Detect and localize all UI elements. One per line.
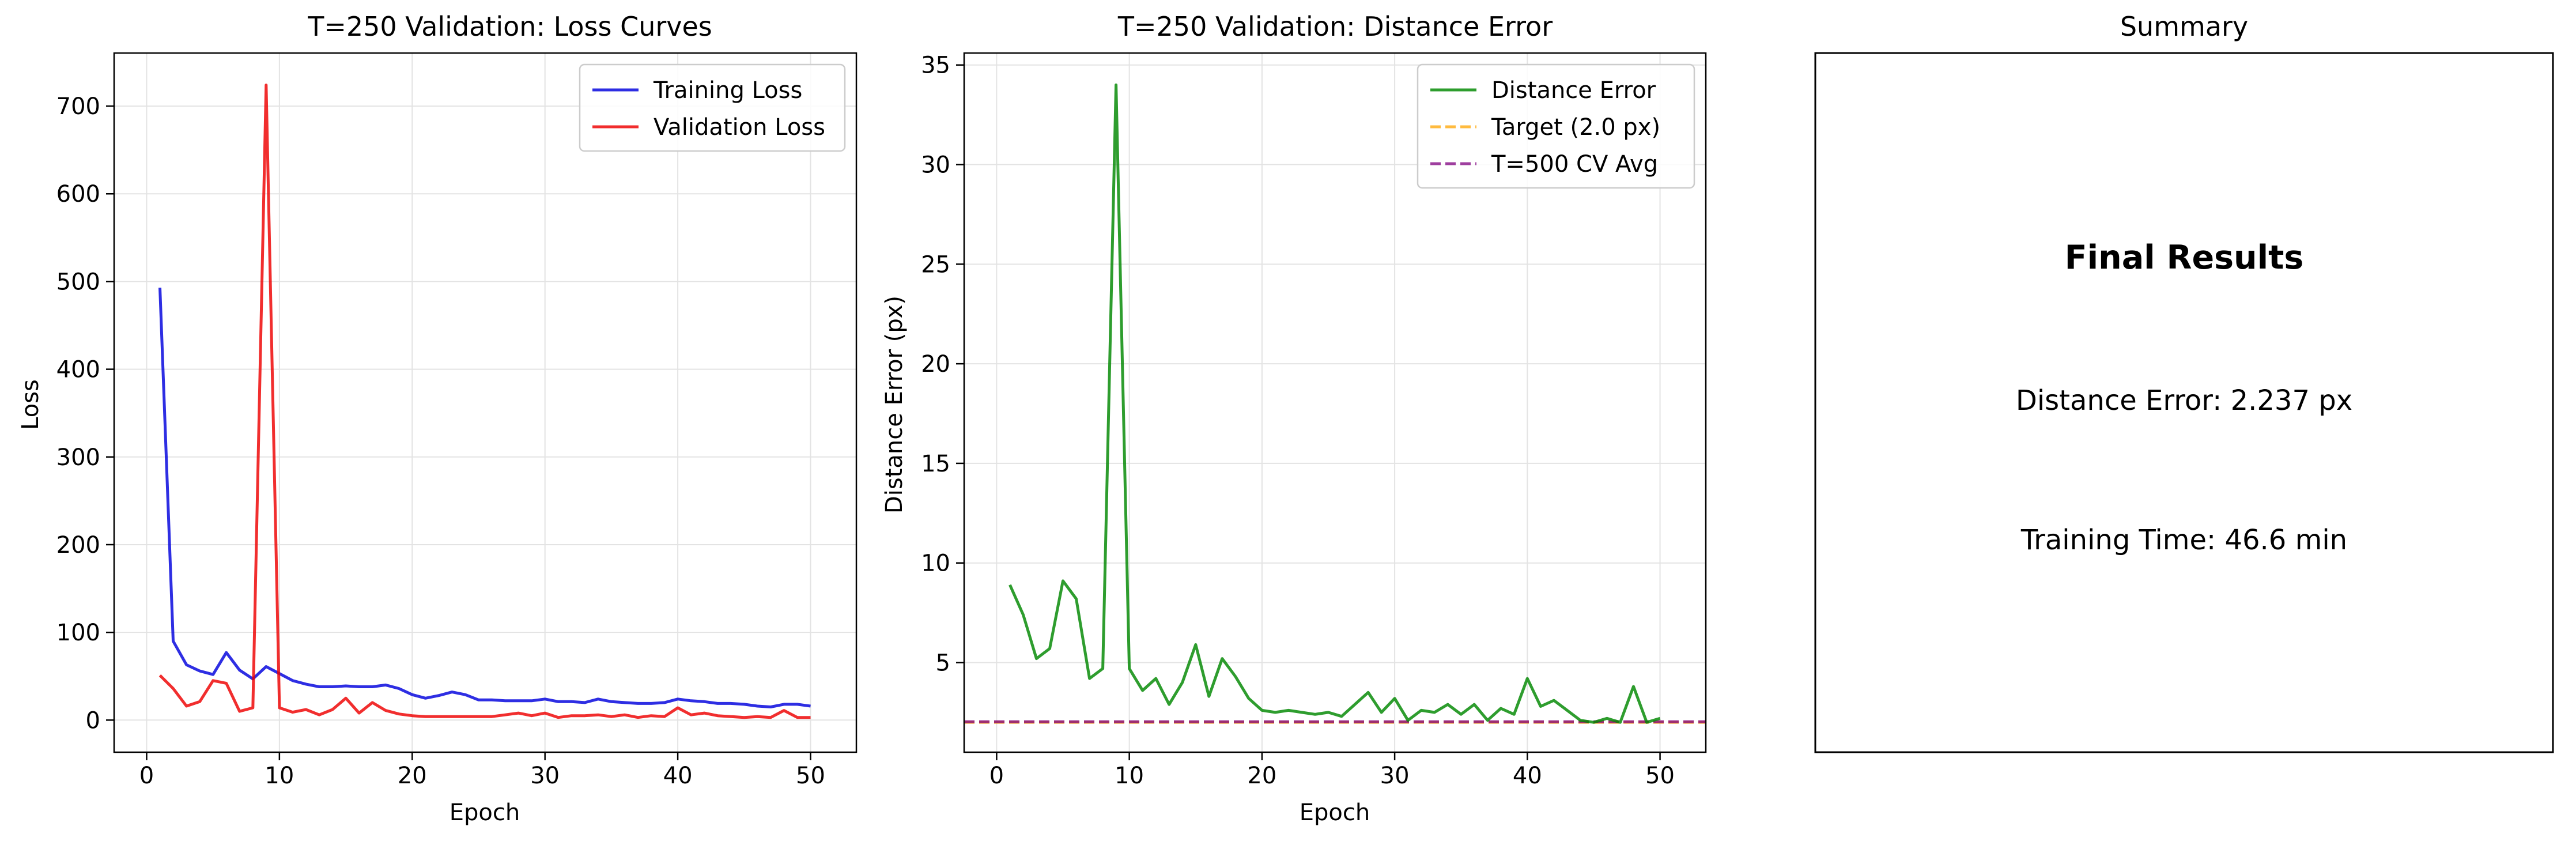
distance-y-tick-label: 15 [921, 451, 950, 477]
loss-x-tick-label: 20 [398, 763, 427, 789]
distance-axes-frame [963, 52, 1707, 753]
loss-curves-panel: T=250 Validation: Loss Curves Epoch Loss… [17, 11, 858, 826]
final-results-heading: Final Results [2065, 239, 2304, 277]
distance-x-tick-label: 10 [1115, 763, 1144, 789]
distance-legend-label: T=500 CV Avg [1491, 151, 1658, 178]
distance-x-tick-label: 0 [989, 763, 1004, 789]
distance-legend-label: Target (2.0 px) [1491, 114, 1660, 141]
loss-x-tick-label: 30 [530, 763, 560, 789]
loss-y-tick-label: 600 [56, 181, 100, 208]
loss-y-tick-label: 200 [56, 532, 100, 559]
distance-x-tick-label: 30 [1380, 763, 1410, 789]
loss-chart-title: T=250 Validation: Loss Curves [307, 11, 712, 42]
summary-title: Summary [2120, 11, 2248, 42]
loss-legend-label: Training Loss [653, 77, 802, 104]
distance-y-tick-label: 30 [921, 152, 950, 179]
loss-axes-frame [113, 52, 858, 753]
distance-chart-title: T=250 Validation: Distance Error [1117, 11, 1553, 42]
distance-y-tick-label: 5 [936, 650, 950, 676]
loss-y-tick-label: 400 [56, 357, 100, 383]
training-time-result: Training Time: 46.6 min [2020, 524, 2347, 556]
distance-x-tick-label: 50 [1645, 763, 1675, 789]
loss-series-line-2 [158, 84, 811, 719]
loss-x-tick-label: 0 [139, 763, 154, 789]
distance-y-tick-label: 10 [921, 550, 950, 577]
distance-error-result: Distance Error: 2.237 px [2016, 384, 2352, 417]
distance-y-tick-label: 20 [921, 351, 950, 378]
distance-error-panel: T=250 Validation: Distance Error Epoch D… [881, 11, 1707, 826]
loss-y-tick-label: 300 [56, 444, 100, 471]
loss-x-tick-label: 50 [796, 763, 825, 789]
distance-y-axis-label: Distance Error (px) [881, 296, 908, 514]
distance-y-tick-label: 25 [921, 251, 950, 278]
distance-x-tick-label: 20 [1247, 763, 1276, 789]
loss-x-tick-label: 10 [265, 763, 294, 789]
loss-y-tick-label: 100 [56, 620, 100, 646]
loss-y-tick-label: 500 [56, 269, 100, 295]
loss-y-tick-label: 700 [56, 93, 100, 120]
loss-legend-label: Validation Loss [654, 114, 825, 141]
distance-y-tick-label: 35 [921, 52, 950, 79]
loss-x-tick-label: 40 [663, 763, 693, 789]
summary-box [1814, 52, 2554, 753]
distance-x-axis-label: Epoch [1300, 799, 1370, 826]
loss-x-axis-label: Epoch [450, 799, 520, 826]
distance-series-line-1 [1009, 83, 1661, 724]
distance-legend-box [1417, 63, 1695, 189]
distance-x-tick-label: 40 [1513, 763, 1542, 789]
loss-y-tick-label: 0 [86, 707, 100, 734]
summary-panel: Summary Final Results Distance Error: 2.… [1814, 11, 2554, 753]
loss-legend-box [579, 63, 846, 152]
loss-series-line-1 [158, 288, 811, 708]
distance-legend-label: Distance Error [1491, 77, 1656, 104]
loss-y-axis-label: Loss [17, 379, 44, 430]
